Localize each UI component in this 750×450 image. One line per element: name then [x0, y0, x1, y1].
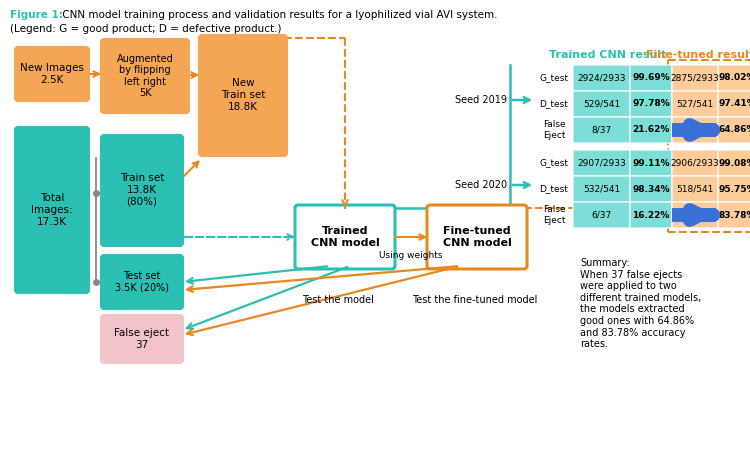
Text: Using weights: Using weights [380, 251, 442, 260]
FancyBboxPatch shape [573, 117, 630, 143]
FancyBboxPatch shape [101, 135, 183, 246]
FancyBboxPatch shape [630, 202, 672, 228]
FancyBboxPatch shape [573, 176, 630, 202]
FancyBboxPatch shape [718, 91, 750, 117]
Text: Fine-tuned
CNN model: Fine-tuned CNN model [442, 226, 512, 248]
FancyBboxPatch shape [427, 205, 527, 269]
Text: Seed 2020: Seed 2020 [454, 180, 507, 190]
FancyBboxPatch shape [573, 65, 630, 91]
Text: Train set
13.8K
(80%): Train set 13.8K (80%) [120, 173, 164, 207]
Text: False eject
37: False eject 37 [115, 328, 170, 350]
Text: 518/541: 518/541 [676, 184, 714, 194]
Text: Seed 2019: Seed 2019 [455, 95, 507, 105]
Text: 83.78%: 83.78% [718, 211, 750, 220]
Text: 98.34%: 98.34% [632, 184, 670, 194]
Text: 2875/2933: 2875/2933 [670, 73, 719, 82]
FancyBboxPatch shape [15, 127, 89, 293]
Text: Trained CNN result: Trained CNN result [549, 50, 667, 60]
Text: 2907/2933: 2907/2933 [578, 158, 626, 167]
Text: Augmented
by flipping
left right
5K: Augmented by flipping left right 5K [117, 54, 173, 99]
Text: New
Train set
18.8K: New Train set 18.8K [220, 78, 266, 112]
Text: 99.69%: 99.69% [632, 73, 670, 82]
Text: 95.75%: 95.75% [718, 184, 750, 194]
Text: 99.08%: 99.08% [718, 158, 750, 167]
FancyBboxPatch shape [718, 176, 750, 202]
Text: 97.41%: 97.41% [718, 99, 750, 108]
FancyBboxPatch shape [199, 35, 287, 156]
Text: 529/541: 529/541 [583, 99, 620, 108]
FancyBboxPatch shape [630, 117, 672, 143]
FancyBboxPatch shape [672, 150, 718, 176]
Text: Test set
3.5K (20%): Test set 3.5K (20%) [115, 271, 169, 293]
Text: 8/37: 8/37 [591, 126, 612, 135]
Text: 97.78%: 97.78% [632, 99, 670, 108]
FancyBboxPatch shape [718, 150, 750, 176]
FancyBboxPatch shape [718, 202, 750, 228]
Text: 28/37: 28/37 [682, 211, 708, 220]
Text: G_test: G_test [539, 73, 568, 82]
Text: 98.02%: 98.02% [718, 73, 750, 82]
FancyBboxPatch shape [672, 117, 718, 143]
FancyBboxPatch shape [672, 65, 718, 91]
Text: 2906/2933: 2906/2933 [670, 158, 719, 167]
Text: 532/541: 532/541 [583, 184, 620, 194]
Text: G_test: G_test [539, 158, 568, 167]
FancyBboxPatch shape [101, 39, 189, 113]
Text: False
Eject: False Eject [543, 205, 566, 225]
FancyBboxPatch shape [672, 176, 718, 202]
Text: 2924/2933: 2924/2933 [578, 73, 626, 82]
Text: 21.62%: 21.62% [632, 126, 670, 135]
Text: New Images
2.5K: New Images 2.5K [20, 63, 84, 85]
Text: 16.22%: 16.22% [632, 211, 670, 220]
Text: 64.86%: 64.86% [718, 126, 750, 135]
FancyBboxPatch shape [630, 176, 672, 202]
FancyBboxPatch shape [672, 91, 718, 117]
Text: 6/37: 6/37 [591, 211, 612, 220]
FancyBboxPatch shape [101, 255, 183, 309]
Text: Trained
CNN model: Trained CNN model [310, 226, 380, 248]
FancyBboxPatch shape [630, 91, 672, 117]
Text: D_test: D_test [539, 99, 568, 108]
Text: Test the model: Test the model [302, 295, 374, 305]
Text: Test the fine-tuned model: Test the fine-tuned model [413, 295, 538, 305]
Text: Figure 1:: Figure 1: [10, 10, 63, 20]
FancyBboxPatch shape [573, 150, 630, 176]
Text: CNN model training process and validation results for a lyophilized vial AVI sys: CNN model training process and validatio… [59, 10, 497, 20]
FancyBboxPatch shape [718, 117, 750, 143]
Text: Fine-tuned result: Fine-tuned result [646, 50, 750, 60]
FancyBboxPatch shape [630, 150, 672, 176]
FancyBboxPatch shape [630, 65, 672, 91]
Text: D_test: D_test [539, 184, 568, 194]
FancyBboxPatch shape [295, 205, 395, 269]
Text: False
Eject: False Eject [543, 120, 566, 140]
Text: 527/541: 527/541 [676, 99, 714, 108]
Text: 99.11%: 99.11% [632, 158, 670, 167]
FancyBboxPatch shape [101, 315, 183, 363]
Text: 24/37: 24/37 [682, 126, 708, 135]
Text: (Legend: G = good product; D = defective product.): (Legend: G = good product; D = defective… [10, 24, 281, 34]
Text: Total
Images:
17.3K: Total Images: 17.3K [32, 194, 73, 227]
FancyBboxPatch shape [672, 202, 718, 228]
FancyBboxPatch shape [718, 65, 750, 91]
FancyBboxPatch shape [573, 91, 630, 117]
Text: Summary:
When 37 false ejects
were applied to two
different trained models,
the : Summary: When 37 false ejects were appli… [580, 258, 701, 349]
FancyBboxPatch shape [573, 202, 630, 228]
FancyBboxPatch shape [15, 47, 89, 101]
